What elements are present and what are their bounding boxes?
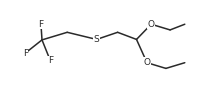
Text: O: O [148, 20, 155, 29]
Text: F: F [38, 20, 43, 29]
Text: F: F [23, 49, 28, 58]
Text: O: O [143, 58, 151, 67]
Text: F: F [48, 56, 53, 65]
Text: S: S [94, 35, 100, 44]
